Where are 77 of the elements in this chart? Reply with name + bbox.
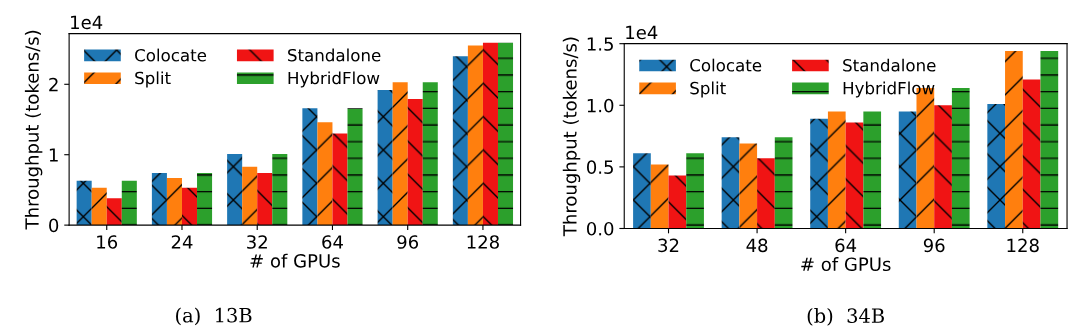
bar	[197, 173, 213, 226]
x-tick-label: 64	[835, 238, 857, 253]
y-tick-label: 1	[49, 148, 58, 162]
legend-label: Colocate	[690, 58, 762, 72]
bar	[257, 173, 273, 226]
bar	[827, 111, 846, 229]
bar	[633, 153, 651, 229]
bar	[302, 108, 318, 226]
x-tick-label: 32	[658, 238, 679, 253]
legend-label: Split	[135, 71, 171, 88]
y-tick-label: 0	[49, 218, 59, 233]
bar	[951, 88, 970, 229]
x-tick-label: 48	[746, 238, 768, 253]
bar	[407, 99, 423, 226]
bar	[377, 89, 393, 226]
bar	[1005, 51, 1023, 229]
bar	[863, 111, 882, 229]
bar	[845, 122, 864, 229]
x-tick-label: 64	[322, 235, 343, 249]
bar	[721, 137, 740, 229]
bar	[106, 198, 122, 226]
x-tick-label: 128	[1007, 238, 1039, 253]
bar	[347, 108, 363, 226]
x-axis-title: # of GPUs	[250, 253, 340, 268]
legend-label: Split	[690, 81, 726, 98]
bar	[1022, 79, 1041, 229]
legend-label: HybridFlow	[843, 81, 935, 98]
bar	[422, 82, 438, 226]
y-tick-label: 0.5	[586, 160, 613, 174]
y-axis-title: Throughput (tokens/s)	[24, 30, 43, 230]
bar	[497, 42, 514, 226]
bar	[898, 111, 917, 229]
bar	[686, 153, 704, 229]
x-tick-label: 32	[247, 235, 267, 249]
bar	[272, 154, 288, 226]
text: (b) 34B	[807, 307, 884, 326]
bar	[774, 137, 793, 229]
bar	[668, 175, 687, 229]
bar	[76, 180, 92, 226]
x-tick-label: 96	[397, 235, 419, 249]
bar	[166, 177, 182, 226]
x-tick-label: 16	[97, 235, 118, 249]
x-axis-title: # of GPUs	[801, 257, 891, 272]
bar	[91, 187, 107, 226]
legend-label: HybridFlow	[288, 71, 380, 88]
text: (a) 13B	[176, 307, 252, 326]
bar	[452, 56, 468, 226]
bar	[482, 42, 498, 226]
bar	[181, 187, 198, 226]
bar	[467, 45, 483, 226]
y-tick-label: 1.0	[587, 98, 614, 113]
legend-label: Standalone	[288, 48, 381, 62]
legend-label: Standalone	[843, 58, 936, 72]
bar	[317, 122, 333, 226]
bar	[757, 158, 775, 229]
x-tick-label: 128	[467, 235, 499, 249]
bar	[934, 105, 952, 229]
bar	[151, 173, 167, 226]
y-tick-label: 1.5	[587, 37, 613, 51]
bar	[121, 180, 137, 226]
bar	[227, 154, 243, 226]
y-axis-title: Throughput (tokens/s)	[562, 37, 581, 237]
bar	[987, 104, 1006, 229]
bar	[242, 166, 258, 226]
y-tick-label: 2	[49, 77, 58, 92]
legend-label: Colocate	[135, 48, 207, 62]
bar	[1040, 51, 1059, 229]
y-tick-label: 0.0	[586, 221, 614, 236]
x-tick-label: 24	[171, 235, 193, 249]
bar	[810, 118, 828, 229]
bar	[650, 164, 669, 229]
text: 1e4	[71, 15, 103, 30]
x-tick-label: 96	[923, 238, 945, 253]
bar	[332, 133, 348, 226]
bar	[739, 143, 758, 229]
bar	[392, 82, 408, 226]
text: 1e4	[626, 25, 658, 40]
